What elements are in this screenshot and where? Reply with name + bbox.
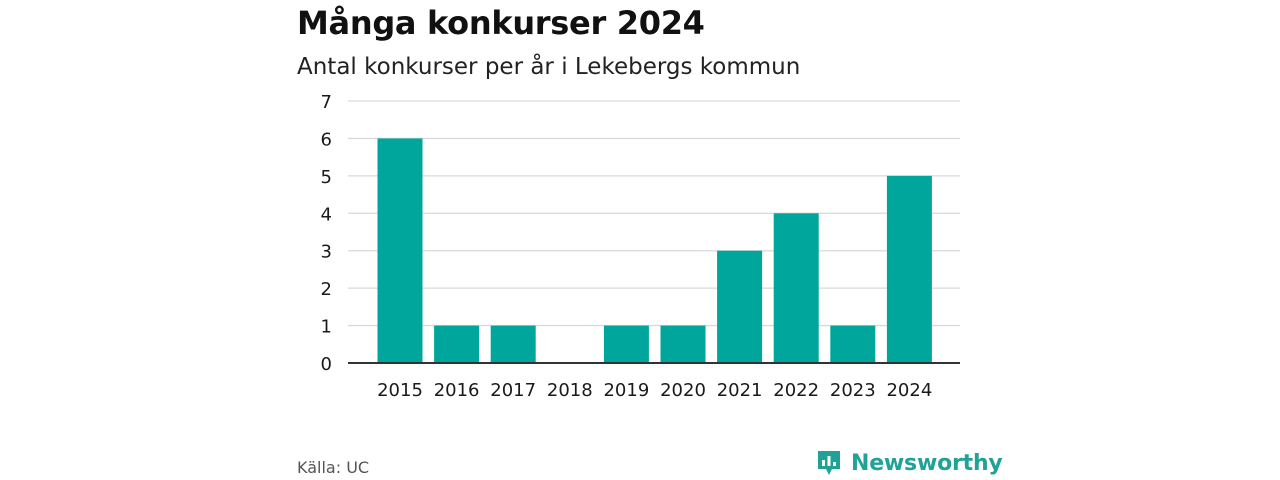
x-axis-ticks: 2015 2016 2017 2018 2019 2020 2021 2022 2023 2024	[377, 380, 932, 401]
x-tick-label: 2021	[717, 380, 763, 401]
x-tick-label: 2016	[434, 380, 480, 401]
bar-2015	[377, 138, 423, 363]
bar-2024	[886, 175, 932, 363]
bar-2020	[660, 325, 706, 363]
chart-title: Många konkurser 2024	[297, 4, 705, 42]
newsworthy-logo-icon	[818, 451, 840, 475]
bars	[377, 138, 932, 363]
grid-lines	[348, 100, 960, 327]
source-note: Källa: UC	[297, 458, 370, 477]
y-tick-label: 4	[321, 204, 332, 225]
brand-name: Newsworthy	[851, 450, 1003, 476]
y-tick-label: 5	[321, 167, 332, 188]
x-tick-label: 2015	[377, 380, 423, 401]
y-tick-label: 0	[321, 354, 332, 375]
y-tick-label: 6	[321, 129, 332, 150]
x-tick-label: 2024	[886, 380, 932, 401]
bar-2021	[717, 250, 763, 363]
y-tick-label: 2	[321, 279, 332, 300]
bar-2019	[603, 325, 649, 363]
y-axis-ticks: 0 1 2 3 4 5 6 7	[321, 92, 332, 375]
x-tick-label: 2018	[547, 380, 593, 401]
x-tick-label: 2019	[603, 380, 649, 401]
bar-2016	[434, 325, 480, 363]
y-tick-label: 1	[321, 317, 332, 338]
x-tick-label: 2022	[773, 380, 819, 401]
bar-2017	[490, 325, 536, 363]
y-tick-label: 3	[321, 242, 332, 263]
x-tick-label: 2023	[830, 380, 876, 401]
chart-subtitle: Antal konkurser per år i Lekebergs kommu…	[297, 54, 801, 80]
bar-2023	[830, 325, 876, 363]
x-tick-label: 2020	[660, 380, 706, 401]
bar-2022	[773, 213, 819, 363]
bar-chart: 0 1 2 3 4 5 6 7 2015 2016 2017 2018 2019 2020 2021 202…	[321, 92, 960, 401]
y-tick-label: 7	[321, 92, 332, 113]
x-tick-label: 2017	[490, 380, 536, 401]
newsworthy-brand: Newsworthy	[816, 446, 1003, 480]
